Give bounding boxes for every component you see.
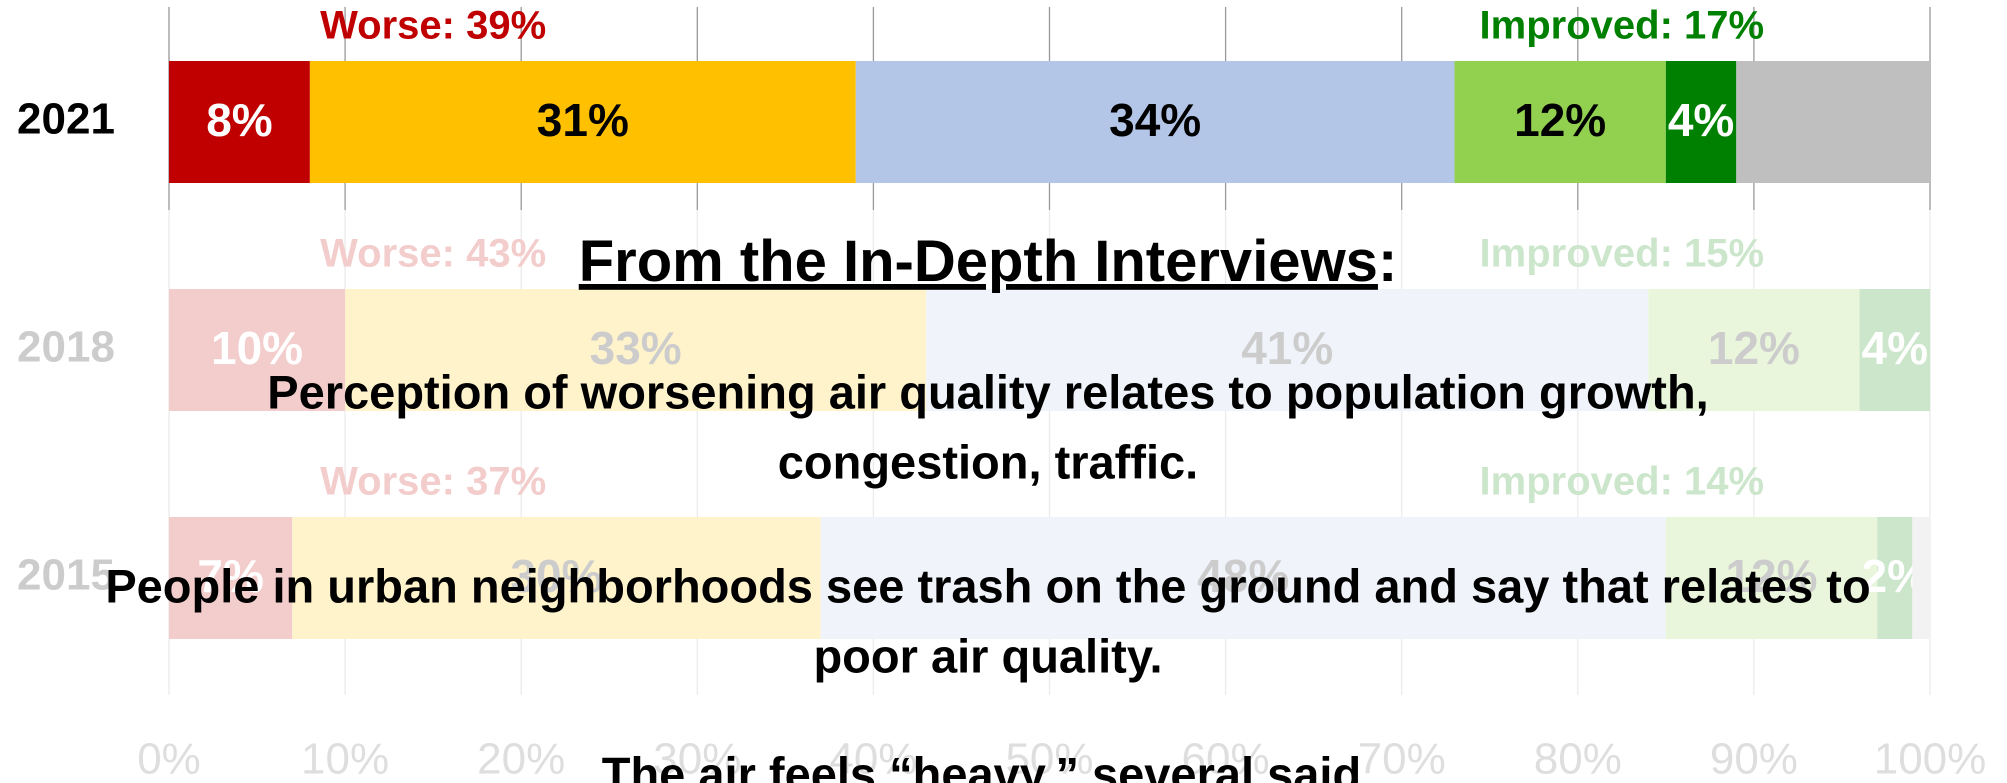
bar-segment: [309, 61, 856, 183]
improved-label: Improved: 17%: [1480, 4, 1765, 48]
overlay-title-text: From the In-Depth Interviews: [579, 229, 1378, 294]
bar-segment: [169, 61, 310, 183]
overlay-title-suffix: :: [1378, 229, 1397, 294]
segment-label: 34%: [1109, 94, 1201, 146]
segment-label: 8%: [206, 94, 272, 146]
overlay-paragraph-line: Perception of worsening air quality rela…: [267, 365, 1708, 418]
overlay-paragraph-line: People in urban neighborhoods see trash …: [105, 559, 1870, 612]
segment-label: 31%: [537, 94, 629, 146]
segment-label: 12%: [1514, 94, 1606, 146]
bar-segment: [1454, 61, 1666, 183]
overlay-title: From the In-Depth Interviews:: [579, 229, 1398, 294]
bar-segment: [1736, 61, 1930, 183]
fade-overlay: [0, 210, 2007, 783]
worse-label: Worse: 39%: [320, 4, 546, 48]
overlay-paragraph-line: congestion, traffic.: [778, 435, 1198, 488]
overlay-paragraph-line: The air feels “heavy,” several said.: [602, 747, 1374, 783]
overlay-paragraph-line: poor air quality.: [813, 629, 1162, 682]
year-label: 2021: [17, 95, 115, 144]
bar-segment: [855, 61, 1455, 183]
bar-segment: [1665, 61, 1737, 183]
segment-label: 4%: [1668, 94, 1734, 146]
